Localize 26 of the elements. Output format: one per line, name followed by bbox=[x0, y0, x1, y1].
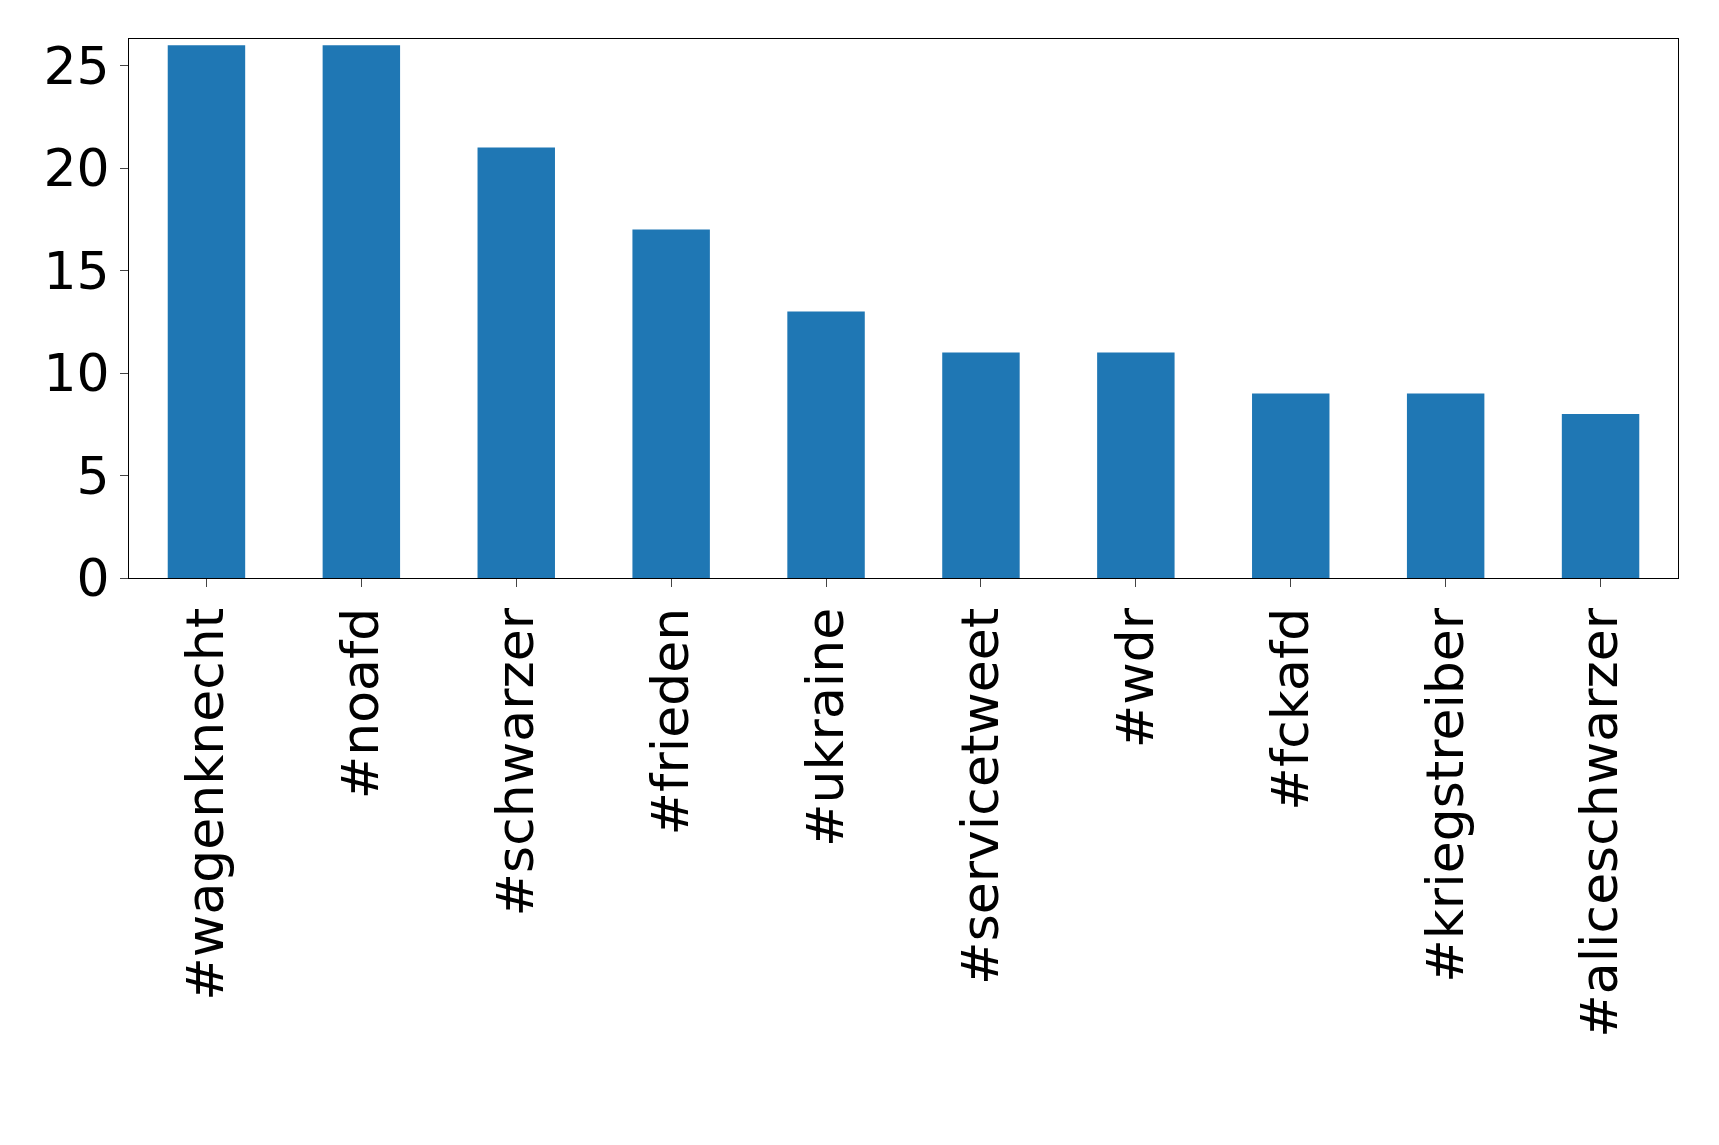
bar bbox=[477, 147, 555, 578]
y-tick-label: 25 bbox=[43, 35, 110, 96]
y-tick-label: 20 bbox=[43, 138, 110, 199]
x-tick-label: #fckafd bbox=[1259, 607, 1320, 811]
x-tick-label: #ukraine bbox=[794, 607, 855, 848]
y-tick-label: 10 bbox=[43, 343, 110, 404]
bar bbox=[1097, 352, 1175, 578]
bar bbox=[1561, 414, 1640, 578]
bar bbox=[322, 45, 401, 578]
x-tick-label: #frieden bbox=[640, 607, 701, 836]
y-tick-label: 15 bbox=[43, 240, 110, 301]
y-tick-label: 5 bbox=[76, 445, 110, 506]
x-tick-label: #wagenknecht bbox=[175, 607, 236, 1001]
x-tick-label: #schwarzer bbox=[485, 607, 546, 917]
bar bbox=[942, 352, 1020, 578]
bar bbox=[1252, 393, 1330, 578]
x-tick-label: #aliceschwarzer bbox=[1569, 607, 1630, 1038]
x-tick-label: #kriegstreiber bbox=[1414, 607, 1475, 983]
x-tick-label: #noafd bbox=[330, 607, 391, 800]
x-tick-label: #wdr bbox=[1104, 607, 1165, 749]
bar bbox=[787, 311, 865, 578]
bar bbox=[167, 45, 246, 578]
x-tick-label: #servicetweet bbox=[949, 607, 1010, 985]
bar bbox=[632, 229, 710, 578]
bar bbox=[1406, 393, 1485, 578]
y-tick-label: 0 bbox=[76, 548, 110, 609]
